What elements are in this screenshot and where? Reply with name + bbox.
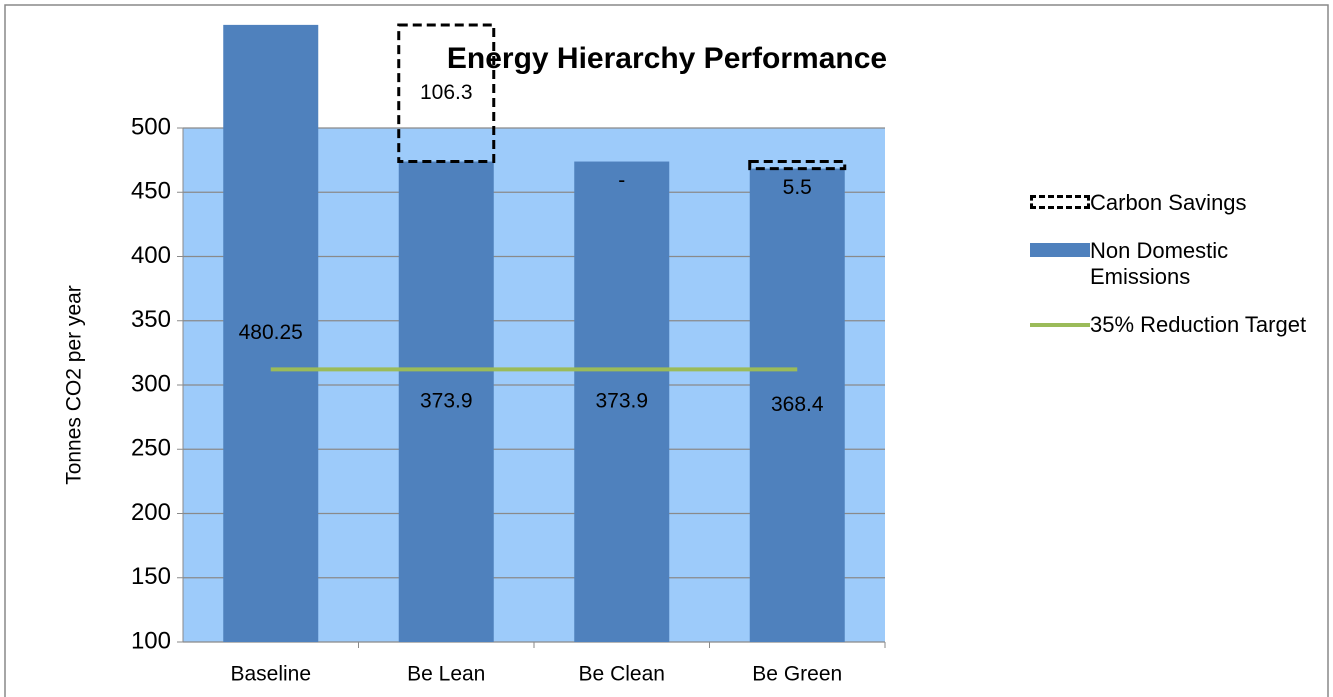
legend-swatch <box>1030 243 1090 257</box>
y-tick-label: 300 <box>131 370 171 397</box>
y-tick-label: 400 <box>131 242 171 269</box>
data-label: 480.25 <box>239 321 303 344</box>
bar <box>574 161 670 642</box>
legend-item: Non Domestic Emissions <box>1030 238 1320 290</box>
legend-label: 35% Reduction Target <box>1090 312 1307 337</box>
data-label: 368.4 <box>771 393 824 416</box>
savings-box <box>748 160 847 171</box>
data-label: 373.9 <box>595 389 648 412</box>
y-tick-label: 150 <box>131 563 171 590</box>
bar <box>749 168 845 642</box>
x-tick-label: Be Green <box>752 663 842 686</box>
data-label: - <box>618 169 625 192</box>
legend: Carbon Savings Non Domestic Emissions 35% … <box>1030 190 1320 360</box>
legend-label: Non Domestic Emissions <box>1090 238 1229 289</box>
legend-swatch <box>1030 323 1090 327</box>
bar <box>223 24 319 643</box>
x-tick-label: Be Lean <box>407 663 485 686</box>
savings-box <box>397 23 496 164</box>
bar <box>398 161 494 642</box>
x-tick-label: Be Clean <box>579 663 665 686</box>
data-label: 106.3 <box>420 81 473 104</box>
chart-title: Energy Hierarchy Performance <box>447 42 887 75</box>
y-tick-label: 250 <box>131 435 171 462</box>
y-tick-label: 450 <box>131 178 171 205</box>
x-tick-label: Baseline <box>230 663 311 686</box>
legend-item: 35% Reduction Target <box>1030 312 1320 338</box>
y-tick-label: 500 <box>131 113 171 140</box>
y-tick-label: 200 <box>131 499 171 526</box>
legend-item: Carbon Savings <box>1030 190 1320 216</box>
data-label: 373.9 <box>420 389 473 412</box>
legend-swatch <box>1030 195 1090 209</box>
data-label: 5.5 <box>783 176 812 199</box>
y-tick-label: 100 <box>131 627 171 654</box>
y-axis-label: Tonnes CO2 per year <box>63 285 86 485</box>
y-tick-label: 350 <box>131 306 171 333</box>
legend-label: Carbon Savings <box>1090 190 1247 215</box>
